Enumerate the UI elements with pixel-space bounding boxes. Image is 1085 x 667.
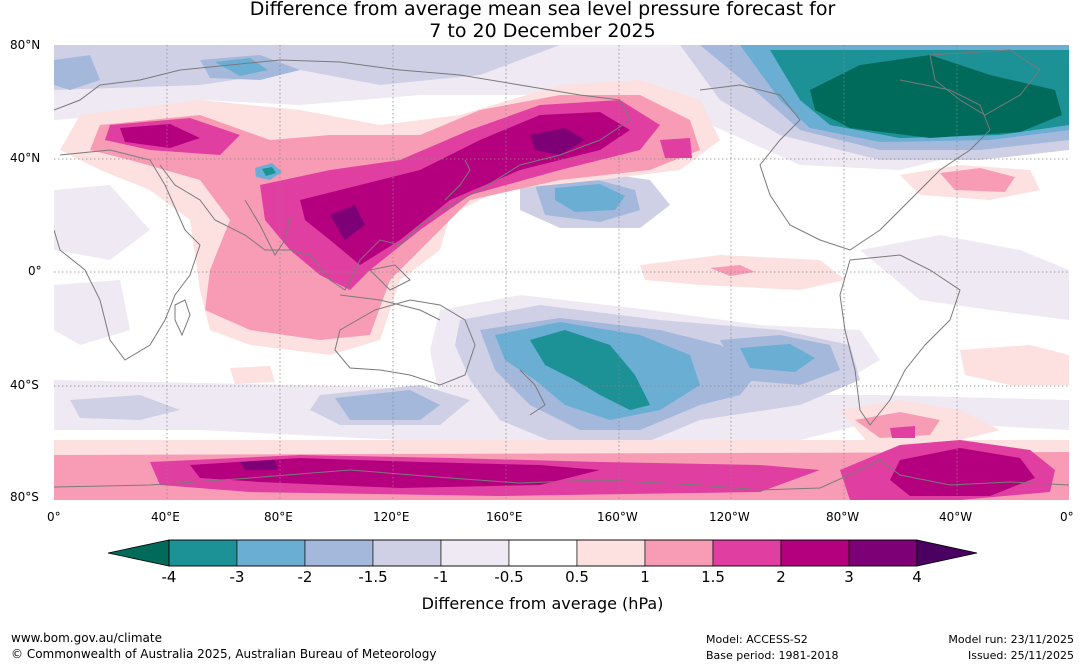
footer-model-run: Model run: 23/11/2025: [948, 633, 1074, 646]
colorbar-bin: [576, 539, 646, 567]
colorbar-tick: -0.5: [494, 568, 524, 586]
colorbar-arrow-above: [916, 539, 978, 567]
colorbar: [107, 539, 978, 567]
footer-website: www.bom.gov.au/climate: [11, 631, 162, 645]
anomaly-region: [70, 395, 180, 420]
map-title-line-2: 7 to 20 December 2025: [429, 20, 656, 42]
north-america-coastline: [699, 79, 991, 251]
colorbar-tick: 2: [776, 568, 786, 586]
colorbar-tick: -1.5: [358, 568, 388, 586]
anomaly-region: [330, 205, 365, 240]
footer-base-period: Base period: 1981-2018: [706, 649, 839, 662]
australia-coastline: [334, 299, 476, 386]
lon-label-120w: 120°W: [709, 510, 750, 524]
india-coastline: [244, 199, 291, 256]
anomaly-region: [530, 128, 585, 155]
colorbar-bin: [508, 539, 578, 567]
anomaly-region: [240, 460, 278, 470]
colorbar-bin: [168, 539, 238, 567]
lat-label-40n: 40°N: [10, 151, 41, 165]
footer-copyright: © Commonwealth of Australia 2025, Austra…: [11, 647, 437, 661]
maritime-continent-coastline: [368, 264, 411, 291]
anomaly-region: [120, 124, 200, 148]
anomaly-region: [940, 168, 1015, 192]
anomaly-region: [54, 55, 100, 90]
colorbar-tick: 0.5: [565, 568, 589, 586]
colorbar-arrow-below: [107, 539, 170, 567]
coastlines: [54, 49, 1069, 491]
lon-label-0-east: 0°: [1060, 510, 1074, 524]
anomaly-region: [530, 330, 650, 410]
lat-label-80n: 80°N: [10, 38, 41, 52]
greenland-coastline: [929, 49, 1041, 116]
colorbar-tick: 3: [844, 568, 854, 586]
lon-label-160w: 160°W: [597, 510, 638, 524]
south-america-coastline: [839, 254, 961, 426]
anomaly-field: [54, 45, 1069, 500]
colorbar-tick: 1.5: [701, 568, 725, 586]
lon-label-40e: 40°E: [151, 510, 180, 524]
anomaly-region: [54, 45, 560, 90]
anomaly-region: [230, 366, 275, 384]
lon-label-160e: 160°E: [486, 510, 523, 524]
new-zealand-coastline: [519, 369, 546, 416]
map-title-line-1: Difference from average mean sea level p…: [249, 0, 836, 20]
madagascar-coastline: [174, 299, 191, 337]
lon-label-40w: 40°W: [939, 510, 973, 524]
lat-label-40s: 40°S: [10, 378, 39, 392]
colorbar-tick: 4: [912, 568, 922, 586]
anomaly-region: [855, 412, 940, 438]
colorbar-bin: [644, 539, 714, 567]
footer-issued: Issued: 25/11/2025: [967, 649, 1074, 662]
anomaly-region: [54, 280, 130, 345]
lon-label-0: 0°: [47, 510, 61, 524]
anomaly-region: [190, 458, 600, 488]
anomaly-region: [54, 185, 150, 260]
colorbar-title: Difference from average (hPa): [421, 594, 664, 613]
colorbar-tick: -3: [229, 568, 245, 586]
colorbar-tick: -4: [161, 568, 177, 586]
eurasia-coastline: [54, 59, 631, 291]
colorbar-bin: [304, 539, 374, 567]
anomaly-region: [740, 344, 815, 372]
africa-coastline: [54, 149, 201, 361]
anomaly-region: [890, 426, 915, 438]
lon-label-120e: 120°E: [373, 510, 410, 524]
anomaly-region: [335, 390, 440, 420]
colorbar-bin: [236, 539, 306, 567]
anomaly-region: [860, 235, 1069, 320]
antarctica-coastline: [54, 459, 1069, 491]
colorbar-bin: [780, 539, 850, 567]
colorbar-frame: [168, 539, 918, 567]
colorbar-bin: [848, 539, 918, 567]
lon-label-80w: 80°W: [826, 510, 860, 524]
colorbar-bin: [440, 539, 510, 567]
colorbar-tick: -1: [433, 568, 449, 586]
gridlines: [54, 45, 1069, 500]
anomaly-region: [960, 345, 1069, 385]
maritime-continent-coastline: [339, 294, 441, 321]
colorbar-bin: [712, 539, 782, 567]
footer-model: Model: ACCESS-S2: [706, 633, 808, 646]
lat-label-80s: 80°S: [10, 490, 39, 504]
anomaly-region: [890, 448, 1035, 496]
anomaly-region: [710, 265, 755, 276]
anomaly-region: [810, 55, 1062, 138]
lat-label-equator: 0°: [28, 264, 42, 278]
lon-label-80e: 80°E: [264, 510, 293, 524]
colorbar-bin: [372, 539, 442, 567]
colorbar-tick: 1: [640, 568, 650, 586]
colorbar-tick: -2: [297, 568, 313, 586]
anomaly-region: [660, 138, 692, 158]
anomaly-region: [262, 167, 276, 176]
japan-coastline: [444, 159, 471, 201]
anomaly-region: [555, 184, 625, 212]
